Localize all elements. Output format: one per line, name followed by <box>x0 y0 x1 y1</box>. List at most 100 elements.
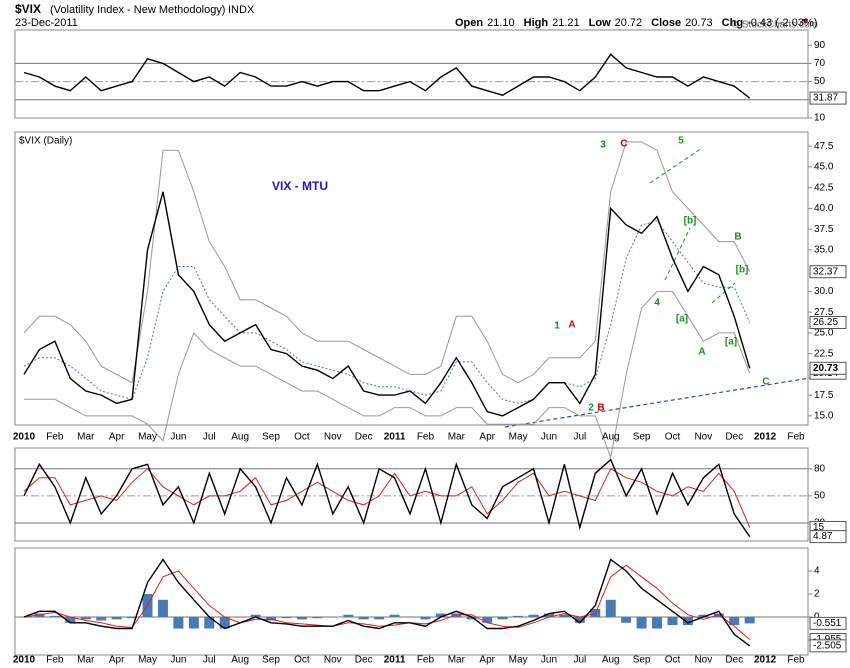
x-tick-label: Apr <box>109 655 125 666</box>
series-line <box>24 290 751 460</box>
wave-line <box>711 282 736 304</box>
wave-label: A <box>568 320 575 331</box>
histogram-bar <box>343 614 354 618</box>
y-tick-label: 22.5 <box>814 348 834 359</box>
histogram-bar <box>65 617 76 623</box>
histogram-bar <box>281 617 292 619</box>
x-tick-label: 2012 <box>754 432 777 443</box>
wave-label: [a] <box>725 337 737 348</box>
wave-label: 1 <box>554 321 560 332</box>
panel-frame <box>14 547 809 656</box>
histogram-bar <box>389 614 400 618</box>
x-tick-label: Dec <box>355 655 373 666</box>
y-tick-label: 50 <box>814 76 826 87</box>
x-tick-label: Aug <box>602 432 620 443</box>
x-tick-label: Feb <box>46 432 64 443</box>
x-tick-label: Feb <box>417 655 435 666</box>
x-tick-label: Apr <box>479 432 495 443</box>
y-tick-label: 35.0 <box>814 245 834 256</box>
x-tick-label: Mar <box>448 432 466 443</box>
histogram-bar <box>49 615 60 618</box>
last-value-box <box>809 361 847 375</box>
x-tick-label: Mar <box>77 655 95 666</box>
histogram-bar <box>466 617 477 620</box>
y-tick-label: 27.5 <box>814 307 834 318</box>
wave-label: A <box>698 347 705 358</box>
quote-value: 20.73 <box>685 17 713 29</box>
x-tick-label: Oct <box>294 655 310 666</box>
y-tick-label: 17.5 <box>814 390 834 401</box>
series-line <box>23 458 751 537</box>
x-tick-label: Jun <box>170 655 186 666</box>
x-tick-label: 2010 <box>13 432 36 443</box>
x-tick-label: Oct <box>665 432 681 443</box>
histogram-bar <box>80 617 91 620</box>
wave-label: [a] <box>676 314 688 325</box>
last-value: 4.87 <box>813 531 833 542</box>
y-tick-label: 37.5 <box>814 224 834 235</box>
last-value: 26.25 <box>813 317 838 328</box>
last-value: 15 <box>813 522 825 533</box>
histogram-bar <box>605 599 616 618</box>
x-tick-label: Aug <box>231 655 249 666</box>
histogram-bar <box>127 617 138 619</box>
histogram-bar <box>19 617 29 618</box>
wave-label: 4 <box>654 298 660 309</box>
x-tick-label: 2011 <box>384 655 406 666</box>
histogram-bar <box>559 614 570 618</box>
last-value: 20.73 <box>813 363 838 374</box>
x-tick-label: May <box>138 655 157 666</box>
y-tick-label: 15.0 <box>814 411 834 422</box>
histogram-bar <box>667 617 678 626</box>
quote-label: Chg <box>722 17 743 29</box>
x-tick-label: Jul <box>203 655 216 666</box>
histogram-bar <box>111 617 122 620</box>
y-tick-label: 10 <box>814 113 826 124</box>
x-tick-label: Feb <box>417 432 435 443</box>
y-tick-label: 47.5 <box>814 141 834 152</box>
x-tick-label: 2010 <box>13 655 36 666</box>
y-tick-label: 70 <box>814 58 826 69</box>
x-tick-label: Aug <box>602 655 620 666</box>
x-tick-label: Sep <box>633 655 651 666</box>
y-tick-label: 45.0 <box>814 162 834 173</box>
x-tick-label: 2012 <box>754 655 777 666</box>
last-value-box <box>809 315 847 329</box>
quote-label: High <box>524 17 549 29</box>
quote-value: -0.43 (-2.03%) <box>747 17 817 29</box>
last-value: -2.505 <box>813 640 842 651</box>
header: $VIX (Volatility Index - New Methodology… <box>15 2 818 30</box>
panel-frame <box>14 29 809 119</box>
x-tick-label: Nov <box>694 432 712 443</box>
y-tick-label: 90 <box>814 40 826 51</box>
wave-label: B <box>597 403 604 414</box>
panel-frame <box>14 447 809 542</box>
y-tick-label: 50 <box>814 490 826 501</box>
x-tick-label: Jul <box>573 655 586 666</box>
histogram-bar <box>420 617 431 620</box>
name: (Volatility Index - New Methodology) <box>50 4 225 16</box>
histogram-bar <box>34 613 45 618</box>
last-value-box <box>809 530 847 544</box>
date: 23-Dec-2011 <box>15 17 78 29</box>
x-tick-label: Feb <box>787 432 805 443</box>
x-tick-label: Dec <box>725 432 743 443</box>
series-line <box>23 558 751 647</box>
wave-label: C <box>620 139 627 150</box>
wave-label: 5 <box>678 136 684 147</box>
last-value-box <box>809 91 847 105</box>
x-tick-label: Feb <box>46 655 64 666</box>
histogram-bar <box>451 613 462 618</box>
x-tick-label: Mar <box>448 655 466 666</box>
series-line <box>23 220 751 404</box>
x-tick-label: May <box>509 432 528 443</box>
panel-subtitle: VIX - MTU <box>272 179 328 193</box>
wave-label: 2 <box>588 403 594 414</box>
histogram-bar <box>157 599 168 618</box>
symbol: $VIX <box>15 2 41 16</box>
x-tick-label: Sep <box>633 432 651 443</box>
wave-label: C <box>762 377 769 388</box>
x-tick-label: Sep <box>262 432 280 443</box>
histogram-bar <box>296 617 307 620</box>
